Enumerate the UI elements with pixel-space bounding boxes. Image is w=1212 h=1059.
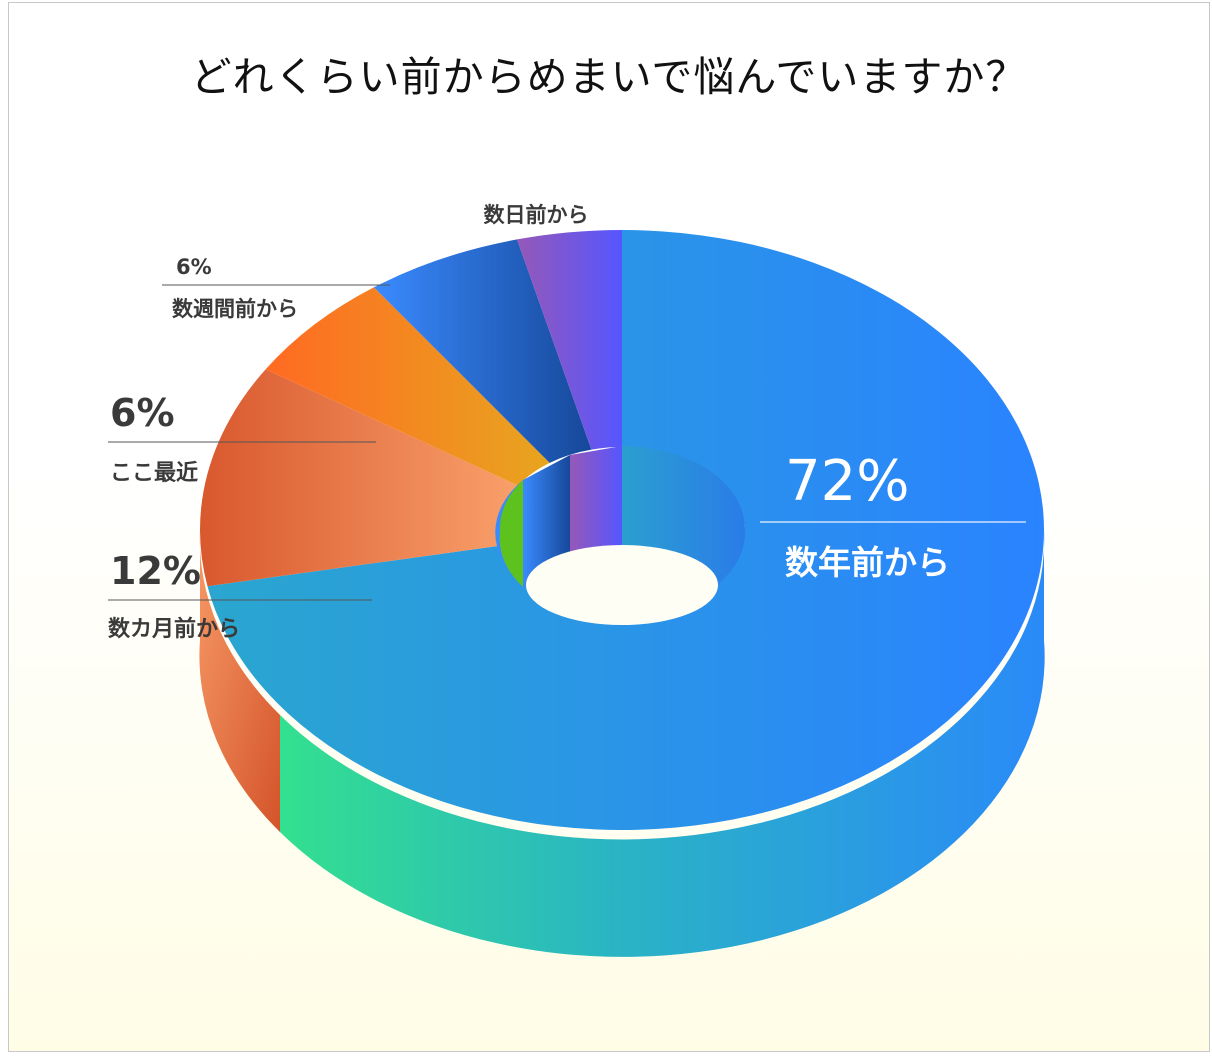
label-years: 数年前から [785,543,950,582]
label-days: 数日前から [484,203,589,227]
donut-hole [526,545,718,625]
slice-koko [265,287,550,486]
value-years: 72% [785,449,909,514]
value-months: 12% [110,549,201,593]
label-weeks: 数週間前から [172,297,298,321]
slice-months [199,369,519,587]
value-weeks: 6% [176,255,212,279]
inner-slice-green [499,480,523,587]
pie-side-wall-blue [280,530,1045,957]
label-months: 数カ月前から [108,616,240,642]
slice-years [207,230,1044,830]
label-koko: ここ最近 [110,460,198,486]
pie-side-wall-salmon [199,530,280,832]
inner-slice-purple [570,446,622,574]
chart-title: どれくらい前からめまいで悩んでいますか？ [190,53,1028,101]
value-koko: 6% [110,391,175,435]
slice-weeks [373,239,592,463]
slice-days [517,230,622,450]
